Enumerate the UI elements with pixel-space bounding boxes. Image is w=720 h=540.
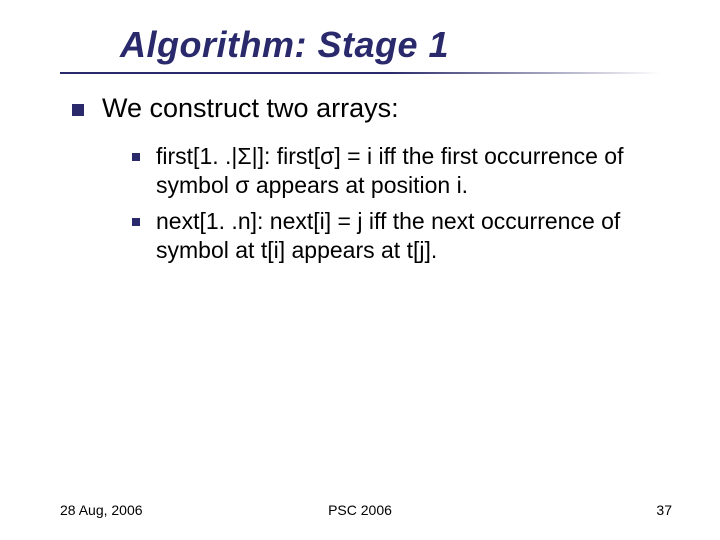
lvl2-text: first[1. .|Σ|]: first[σ] = i iff the fir…: [156, 142, 670, 201]
slide-content: We construct two arrays: first[1. .|Σ|]:…: [0, 74, 720, 266]
footer-date: 28 Aug, 2006: [60, 502, 143, 518]
bullet-level2: next[1. .n]: next[i] = j iff the next oc…: [132, 207, 670, 266]
square-bullet-icon: [132, 218, 140, 226]
slide-title: Algorithm: Stage 1: [0, 0, 720, 72]
slide: Algorithm: Stage 1 We construct two arra…: [0, 0, 720, 540]
lvl2-text: next[1. .n]: next[i] = j iff the next oc…: [156, 207, 670, 266]
square-bullet-icon: [72, 104, 84, 116]
square-bullet-icon: [132, 153, 140, 161]
slide-footer: PSC 2006 28 Aug, 2006 37: [0, 502, 720, 518]
bullet-level2: first[1. .|Σ|]: first[σ] = i iff the fir…: [132, 142, 670, 201]
footer-page-number: 37: [656, 502, 672, 518]
sub-list: first[1. .|Σ|]: first[σ] = i iff the fir…: [72, 142, 670, 266]
bullet-level1: We construct two arrays:: [72, 92, 670, 126]
lvl1-text: We construct two arrays:: [102, 92, 399, 126]
